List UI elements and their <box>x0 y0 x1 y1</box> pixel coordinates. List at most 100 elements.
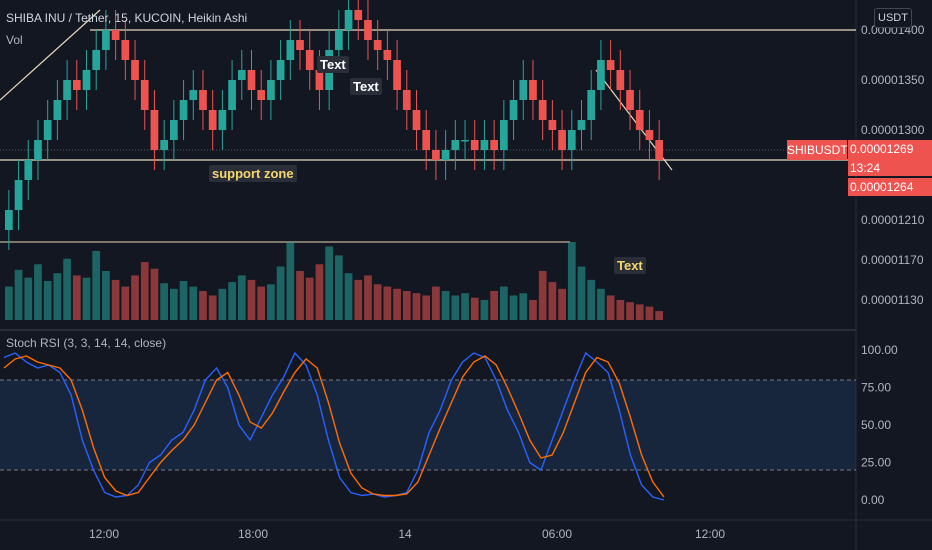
candle-body <box>509 100 518 120</box>
candle-body <box>519 80 528 100</box>
volume-bar <box>461 293 469 320</box>
volume-bar <box>315 264 324 320</box>
stoch-tick-label: 75.00 <box>861 381 891 395</box>
candle-body <box>500 120 508 150</box>
stoch-k-line <box>3 351 665 501</box>
candle-body <box>14 180 23 210</box>
stoch-rsi-label: Stoch RSI (3, 3, 14, 14, close) <box>6 336 167 350</box>
candle-body <box>490 140 498 150</box>
candle-body <box>5 210 13 230</box>
volume-bar <box>587 279 596 320</box>
volume-bar <box>276 266 285 320</box>
price-tick-label: 0.00001170 <box>861 253 924 267</box>
currency-button[interactable]: USDT <box>874 8 912 28</box>
candle-body <box>63 80 71 100</box>
candle-body <box>335 30 343 50</box>
candle-body <box>34 140 42 160</box>
volume-bar <box>344 273 353 320</box>
candle-body <box>354 10 363 20</box>
candle-body <box>179 100 188 120</box>
second-price: 0.00001264 <box>848 178 932 196</box>
candle-body <box>412 110 421 130</box>
volume-bar <box>24 277 33 320</box>
price-tick-label: 0.00001210 <box>861 213 925 227</box>
volume-bar <box>432 286 440 320</box>
volume-bar <box>402 291 411 320</box>
volume-bar <box>160 283 168 320</box>
volume-bar <box>34 264 42 320</box>
volume-bar <box>228 282 236 320</box>
candle-body <box>247 70 256 90</box>
candle-body <box>432 150 440 160</box>
volume-bar <box>286 242 295 320</box>
last-price-countdown: 13:24 <box>848 160 932 176</box>
time-tick-label: 06:00 <box>542 527 572 541</box>
candle-body <box>645 130 654 140</box>
stoch-tick-label: 25.00 <box>861 456 891 470</box>
candle-body <box>567 130 576 150</box>
candle-body <box>140 80 149 110</box>
volume-bar <box>451 295 460 320</box>
candle-body <box>548 120 557 130</box>
stoch-tick-label: 0.00 <box>861 493 885 507</box>
volume-bar <box>92 250 101 320</box>
candle-body <box>441 150 450 160</box>
last-price-symbol: SHIBUSDT <box>787 140 848 160</box>
candle-body <box>150 110 159 150</box>
volume-bar <box>247 279 256 320</box>
candle-body <box>208 110 217 130</box>
volume-bar <box>480 299 489 320</box>
volume-bar <box>237 275 246 320</box>
support-zone-label[interactable]: support zone <box>209 165 297 182</box>
volume-bar <box>509 295 518 320</box>
stoch-tick-label: 50.00 <box>861 418 891 432</box>
candle-body <box>393 60 401 90</box>
candle-body <box>538 100 547 120</box>
volume-bar <box>529 299 537 320</box>
candle-body <box>577 120 586 130</box>
volume-bar <box>490 291 498 320</box>
time-tick-label: 12:00 <box>89 527 119 541</box>
annotation-text-1[interactable]: Text <box>317 56 349 73</box>
volume-bar <box>606 295 615 320</box>
volume-bar <box>616 299 625 320</box>
volume-bar <box>82 277 91 320</box>
stoch-tick-label: 100.00 <box>861 343 898 357</box>
candle-body <box>237 70 246 80</box>
candle-body <box>422 130 431 150</box>
price-tick-label: 0.00001350 <box>861 73 925 87</box>
candle-body <box>257 90 266 100</box>
volume-bar <box>558 288 566 320</box>
annotation-text-3[interactable]: Text <box>614 257 646 274</box>
volume-bar <box>208 295 217 320</box>
volume-bar <box>422 295 431 320</box>
price-tick-label: 0.00001300 <box>861 123 925 137</box>
volume-bar <box>179 281 188 320</box>
volume-bar <box>364 275 372 320</box>
stoch-d-line <box>3 355 665 498</box>
volume-bar <box>53 273 62 320</box>
candle-body <box>635 110 644 130</box>
annotation-text-2[interactable]: Text <box>350 78 382 95</box>
volume-bar <box>121 286 130 320</box>
volume-bar <box>412 293 421 320</box>
volume-bar <box>267 284 275 320</box>
candle-body <box>170 120 178 140</box>
volume-bar <box>519 293 528 320</box>
candle-body <box>480 140 489 150</box>
time-tick-label: 18:00 <box>238 527 268 541</box>
candle-body <box>373 40 382 50</box>
volume-bar <box>373 284 382 320</box>
candle-body <box>315 70 324 90</box>
candle-body <box>121 40 130 60</box>
candle-body <box>160 140 168 150</box>
candle-body <box>451 140 460 150</box>
volume-bar <box>393 288 401 320</box>
candle-body <box>189 90 198 100</box>
volume-bar <box>5 286 13 320</box>
candle-body <box>655 140 663 160</box>
candle-body <box>218 110 227 130</box>
volume-bar <box>597 288 605 320</box>
volume-bar <box>441 291 450 320</box>
